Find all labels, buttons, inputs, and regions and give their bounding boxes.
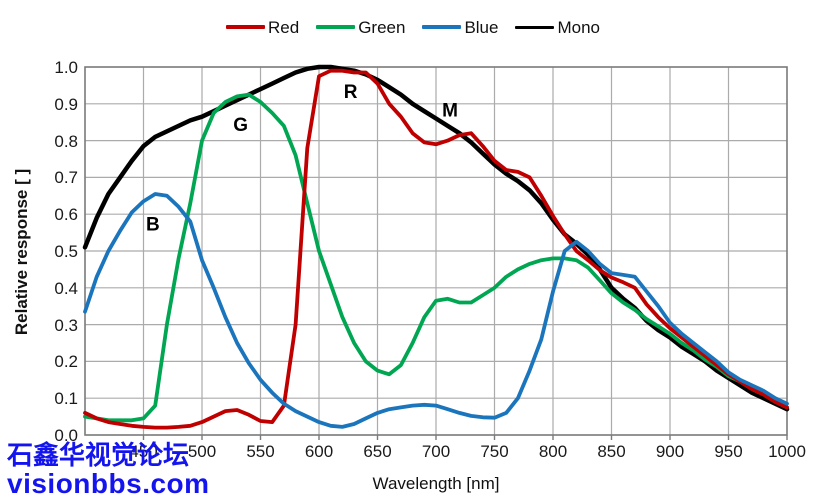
x-tick-label: 500	[187, 442, 217, 461]
curve-red	[83, 68, 789, 430]
x-tick-label: 850	[597, 442, 626, 461]
legend-label: Blue	[464, 17, 499, 37]
x-axis-title: Wavelength [nm]	[372, 474, 500, 493]
y-tick-label: 0.9	[54, 94, 78, 114]
legend-item-red: Red	[226, 19, 299, 36]
x-tick-label: 650	[363, 442, 392, 461]
x-tick-label: 1000	[768, 442, 806, 461]
watermark-line1: 石鑫华视觉论坛	[7, 440, 190, 470]
y-tick-label: 0.6	[54, 205, 78, 225]
curve-label-m: M	[442, 100, 458, 121]
legend-line-mono	[515, 25, 555, 29]
curve-mono	[82, 64, 790, 412]
legend-item-blue: Blue	[422, 19, 498, 36]
legend: Red Green Blue Mono	[0, 14, 826, 40]
watermark: 石鑫华视觉论坛 visionbbs.com	[7, 441, 210, 499]
curve-green	[83, 92, 789, 423]
curve-label-g: G	[233, 115, 248, 136]
y-tick-label: 0.4	[54, 278, 78, 298]
watermark-line2: visionbbs.com	[7, 468, 210, 500]
y-tick-label: 0.5	[54, 242, 78, 261]
curve-blue	[83, 192, 789, 429]
legend-label: Mono	[557, 17, 600, 37]
curve-label-b: B	[146, 214, 160, 235]
x-tick-label: 700	[421, 442, 451, 461]
y-tick-label: 0.0	[54, 426, 78, 445]
y-tick-label: 0.2	[54, 352, 78, 372]
y-tick-label: 0.7	[54, 168, 78, 188]
curve-label-r: R	[344, 82, 358, 103]
legend-line-red	[226, 25, 265, 29]
legend-label: Green	[358, 17, 406, 37]
y-tick-label: 1.0	[54, 58, 78, 77]
legend-line-blue	[422, 25, 462, 29]
y-tick-label: 0.8	[54, 131, 78, 151]
x-tick-label: 550	[246, 442, 275, 461]
x-tick-label: 750	[480, 442, 509, 461]
x-tick-label: 800	[538, 442, 568, 461]
legend-item-mono: Mono	[515, 19, 600, 36]
x-tick-label: 900	[655, 442, 685, 461]
x-tick-label: 950	[714, 442, 743, 461]
y-tick-label: 0.3	[54, 315, 78, 335]
legend-label: Red	[268, 17, 300, 37]
y-tick-label: 0.1	[54, 389, 78, 409]
x-tick-label: 600	[304, 442, 334, 461]
legend-line-green	[316, 25, 356, 29]
x-tick-label: 450	[129, 442, 158, 461]
legend-item-green: Green	[316, 19, 405, 36]
